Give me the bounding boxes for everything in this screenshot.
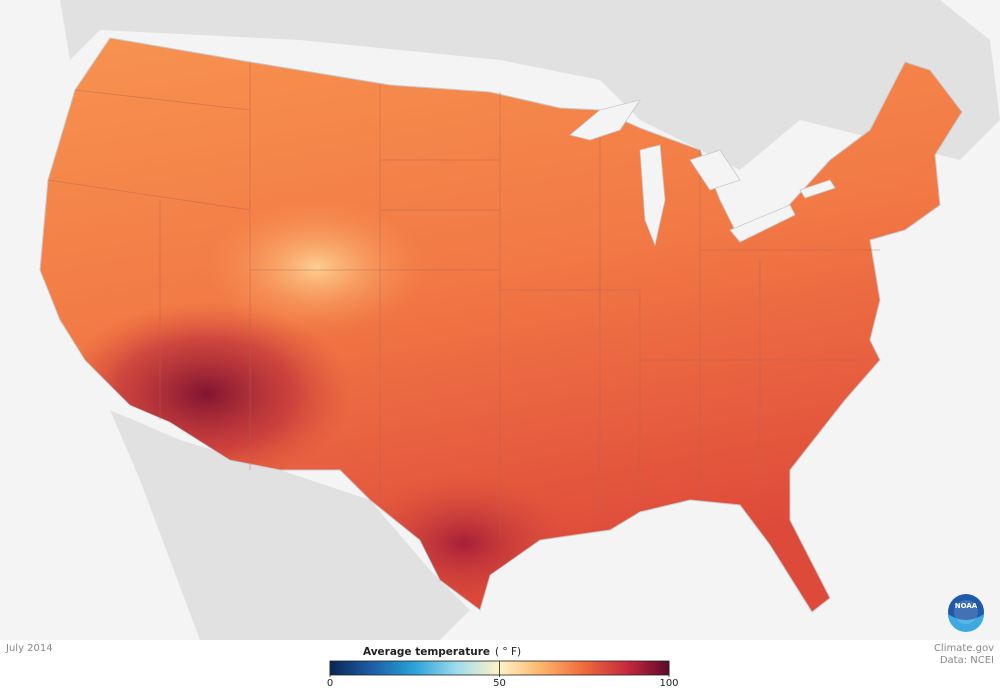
colorbar-tick-label: 100 [659,678,678,689]
credit: Climate.gov [934,643,994,654]
state-borders [47,62,880,540]
legend-title: Average temperature [363,646,490,658]
legend-unit: ( ° F) [495,646,521,658]
date-label: July 2014 [5,643,53,654]
mexico [110,410,470,640]
usa [39,37,963,613]
colorbar-tick-label: 0 [327,678,333,689]
cool-region [40,38,962,612]
canada [60,0,1000,170]
source: Data: NCEI [940,655,994,666]
colorbar-tick-label: 50 [493,678,506,689]
logo-text: NOAA [955,602,978,610]
noaa-logo: NOAA [948,594,984,632]
great-lakes [569,99,836,247]
